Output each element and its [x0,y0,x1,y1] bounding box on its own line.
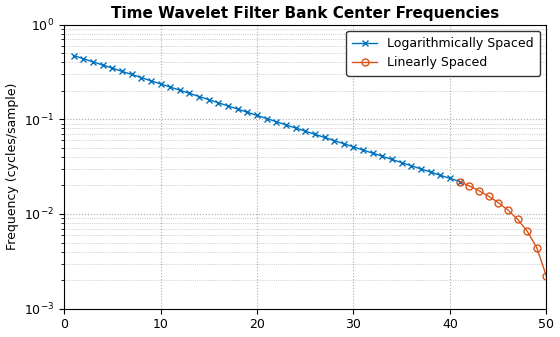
Logarithmically Spaced [389,157,395,161]
Logarithmically Spaced [360,148,366,152]
Linearly Spaced [534,246,540,250]
Logarithmically Spaced [206,98,212,102]
Logarithmically Spaced [244,110,251,114]
Logarithmically Spaced [340,142,347,146]
Logarithmically Spaced [128,72,135,76]
Logarithmically Spaced [263,117,270,121]
Linearly Spaced [495,201,502,205]
Linearly Spaced [524,229,530,233]
Logarithmically Spaced [447,176,454,180]
Y-axis label: Frequency (cycles/sample): Frequency (cycles/sample) [6,83,18,250]
Logarithmically Spaced [273,120,279,124]
Linearly Spaced [505,208,511,212]
Logarithmically Spaced [119,69,125,73]
Logarithmically Spaced [99,63,106,67]
Linearly Spaced [485,194,492,198]
Logarithmically Spaced [109,66,116,70]
Legend: Logarithmically Spaced, Linearly Spaced: Logarithmically Spaced, Linearly Spaced [346,31,540,75]
Logarithmically Spaced [225,104,231,108]
Logarithmically Spaced [408,164,415,168]
Line: Linearly Spaced: Linearly Spaced [456,178,550,280]
Logarithmically Spaced [398,161,405,165]
Logarithmically Spaced [321,135,328,140]
Line: Logarithmically Spaced: Logarithmically Spaced [71,53,463,184]
Logarithmically Spaced [437,173,444,177]
Logarithmically Spaced [71,54,77,58]
Logarithmically Spaced [186,91,193,95]
Linearly Spaced [466,184,473,188]
Logarithmically Spaced [176,88,183,92]
Logarithmically Spaced [379,154,386,158]
Logarithmically Spaced [418,167,424,171]
Logarithmically Spaced [215,101,222,105]
Logarithmically Spaced [302,129,309,133]
Logarithmically Spaced [138,75,144,80]
Linearly Spaced [514,217,521,221]
Logarithmically Spaced [350,145,357,149]
Logarithmically Spaced [427,170,434,174]
Logarithmically Spaced [90,60,96,64]
Linearly Spaced [475,189,482,193]
Logarithmically Spaced [370,151,376,155]
Logarithmically Spaced [235,107,241,111]
Linearly Spaced [543,274,550,278]
Logarithmically Spaced [283,123,290,127]
Logarithmically Spaced [80,57,87,61]
Logarithmically Spaced [292,126,299,130]
Logarithmically Spaced [331,139,338,143]
Linearly Spaced [456,180,463,184]
Logarithmically Spaced [196,94,203,98]
Title: Time Wavelet Filter Bank Center Frequencies: Time Wavelet Filter Bank Center Frequenc… [111,5,500,21]
Logarithmically Spaced [311,132,318,136]
Logarithmically Spaced [157,82,164,86]
Logarithmically Spaced [167,85,174,89]
Logarithmically Spaced [147,79,154,83]
Logarithmically Spaced [254,113,260,117]
Logarithmically Spaced [456,180,463,184]
